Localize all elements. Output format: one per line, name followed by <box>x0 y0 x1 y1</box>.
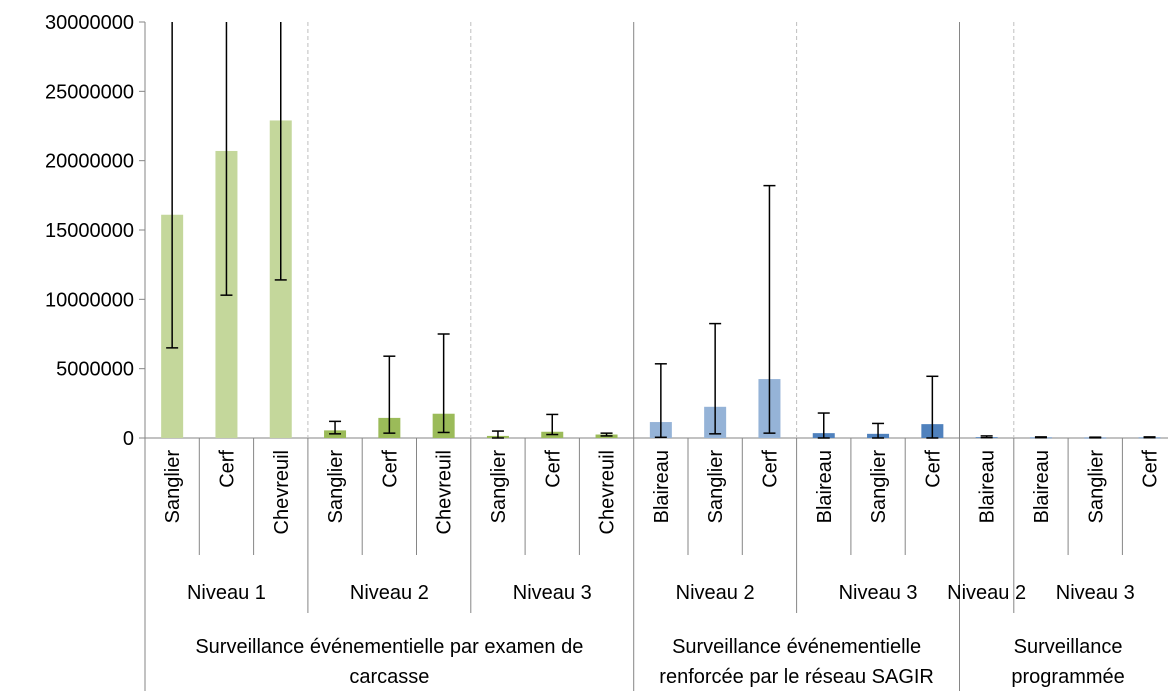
category-label: Cerf <box>922 450 944 488</box>
group-label: renforcée par le réseau SAGIR <box>659 666 934 688</box>
category-label: Cerf <box>542 450 564 488</box>
category-label: Cerf <box>759 450 781 488</box>
category-label: Chevreuil <box>434 450 456 534</box>
group-label: Surveillance événementielle <box>672 636 921 658</box>
category-label: Blaireau <box>1031 450 1053 523</box>
level-label: Niveau 2 <box>947 582 1026 604</box>
category-label: Cerf <box>216 450 238 488</box>
category-label: Blaireau <box>814 450 836 523</box>
group-label: Surveillance <box>1014 636 1123 658</box>
level-label: Niveau 3 <box>839 582 918 604</box>
category-label: Sanglier <box>325 450 347 524</box>
category-label: Chevreuil <box>597 450 619 534</box>
level-label: Niveau 3 <box>1056 582 1135 604</box>
category-label: Blaireau <box>651 450 673 523</box>
y-tick-label: 10000000 <box>45 289 134 311</box>
labels-layer: 0 5000000 10000000 15000000 20000000 25000000… <box>45 12 1162 688</box>
error-bars-layer <box>166 22 1156 439</box>
group-label: Surveillance événementielle par examen d… <box>195 636 583 658</box>
category-label: Sanglier <box>162 450 184 524</box>
category-label: Sanglier <box>1085 450 1107 524</box>
y-tick-label: 20000000 <box>45 151 134 173</box>
y-tick-label: 25000000 <box>45 81 134 103</box>
category-label: Sanglier <box>488 450 510 524</box>
category-label: Sanglier <box>868 450 890 524</box>
y-tick-label: 30000000 <box>45 12 134 34</box>
y-tick-label: 0 <box>123 428 134 450</box>
group-label: carcasse <box>349 666 429 688</box>
category-label: Cerf <box>1140 450 1162 488</box>
category-label: Chevreuil <box>271 450 293 534</box>
level-label: Niveau 3 <box>513 582 592 604</box>
level-label: Niveau 2 <box>350 582 429 604</box>
group-label: programmée <box>1011 666 1124 688</box>
category-label: Cerf <box>379 450 401 488</box>
category-label: Sanglier <box>705 450 727 524</box>
y-tick-label: 5000000 <box>56 359 134 381</box>
level-label: Niveau 1 <box>187 582 266 604</box>
y-tick-label: 15000000 <box>45 220 134 242</box>
level-label: Niveau 2 <box>676 582 755 604</box>
category-label: Blaireau <box>977 450 999 523</box>
